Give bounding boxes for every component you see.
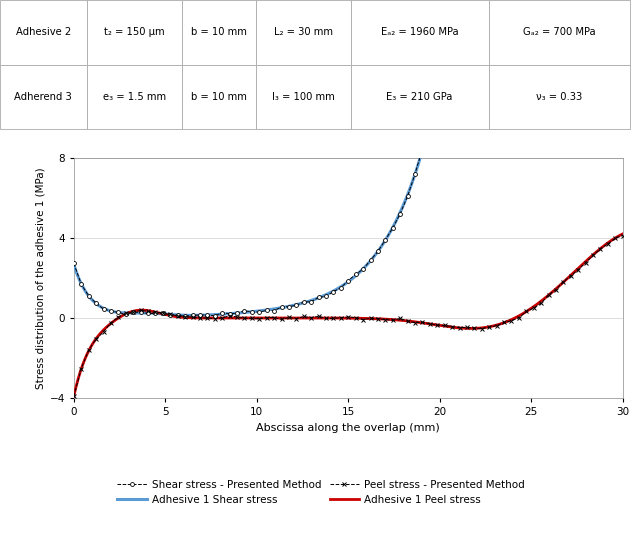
Bar: [87, 0, 182, 65]
Text: Adhesive 2: Adhesive 2: [15, 27, 71, 38]
Text: b = 10 mm: b = 10 mm: [191, 27, 247, 38]
Bar: [182, 0, 256, 65]
Text: l₃ = 100 mm: l₃ = 100 mm: [272, 92, 334, 102]
Text: Gₐ₂ = 700 MPa: Gₐ₂ = 700 MPa: [523, 27, 596, 38]
Text: t₂ = 150 μm: t₂ = 150 μm: [104, 27, 164, 38]
Bar: [0, 0, 87, 65]
Bar: [87, 65, 182, 129]
Text: e₃ = 1.5 mm: e₃ = 1.5 mm: [103, 92, 166, 102]
Text: Adherend 3: Adherend 3: [15, 92, 72, 102]
Bar: [182, 65, 256, 129]
Text: L₂ = 30 mm: L₂ = 30 mm: [273, 27, 333, 38]
Bar: [351, 0, 489, 65]
Bar: [489, 0, 630, 65]
Bar: [256, 65, 351, 129]
Text: Eₐ₂ = 1960 MPa: Eₐ₂ = 1960 MPa: [381, 27, 458, 38]
Bar: [256, 0, 351, 65]
Bar: [489, 65, 630, 129]
Text: b = 10 mm: b = 10 mm: [191, 92, 247, 102]
Text: E₃ = 210 GPa: E₃ = 210 GPa: [386, 92, 453, 102]
Y-axis label: Stress distribution of the adhesive 1 (MPa): Stress distribution of the adhesive 1 (M…: [35, 167, 45, 389]
X-axis label: Abscissa along the overlap (mm): Abscissa along the overlap (mm): [256, 422, 440, 433]
Text: ν₃ = 0.33: ν₃ = 0.33: [536, 92, 582, 102]
Legend: Shear stress - Presented Method, Adhesive 1 Shear stress, Peel stress - Presente: Shear stress - Presented Method, Adhesiv…: [117, 479, 525, 505]
Bar: [0, 65, 87, 129]
Bar: [351, 65, 489, 129]
